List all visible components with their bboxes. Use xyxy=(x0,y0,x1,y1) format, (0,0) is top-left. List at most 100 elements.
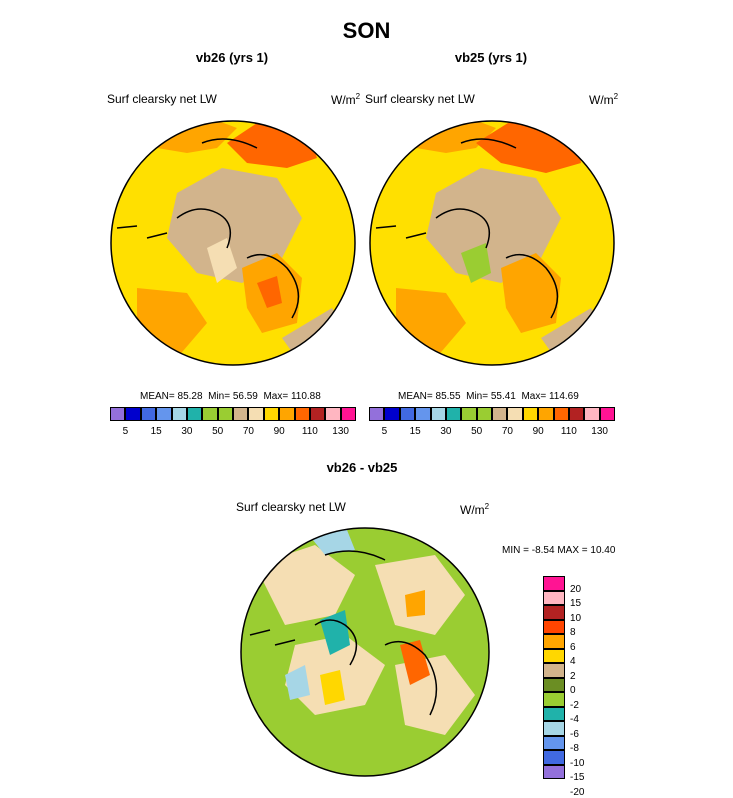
stats-vb25: MEAN= 85.55 Min= 55.41 Max= 114.69 xyxy=(398,391,579,402)
map-diff-region-yellow xyxy=(320,670,345,705)
colorbar-swatch xyxy=(156,407,172,421)
colorbar-tick-label: 20 xyxy=(570,583,582,595)
colorbar-swatch xyxy=(543,677,565,692)
colorbar-swatch xyxy=(325,407,341,421)
colorbar-tick-label: 15 xyxy=(409,426,421,437)
colorbar-tick-label: 130 xyxy=(332,426,349,437)
colorbar-swatch xyxy=(279,407,295,421)
colorbar-swatch xyxy=(340,407,356,421)
map-vb25-boundary xyxy=(369,120,615,366)
colorbar-tick-label: 4 xyxy=(570,656,576,667)
colorbar-tick-label: 70 xyxy=(242,426,254,437)
colorbar-swatch xyxy=(171,407,187,421)
colorbar-swatch xyxy=(553,407,569,421)
units-vb26: W/m2 xyxy=(331,92,361,107)
stats-diff: MIN = -8.54 MAX = 10.40 xyxy=(502,545,616,556)
colorbar-tick-label: -6 xyxy=(570,728,579,740)
colorbar-swatch xyxy=(584,407,600,421)
colorbar-tick-label: 5 xyxy=(122,426,129,437)
colorbar-swatch xyxy=(507,407,523,421)
colorbar-tick-label: -20 xyxy=(570,786,585,798)
colorbar-tick-label: 6 xyxy=(570,641,576,653)
colorbar-tick-label: 30 xyxy=(181,426,193,437)
colorbar-tick-label: 90 xyxy=(532,426,544,437)
variable-label-diff: Surf clearsky net LW xyxy=(236,500,346,514)
colorbar-swatch xyxy=(543,706,565,721)
colorbar-swatch xyxy=(110,407,126,421)
map-diff-region-red xyxy=(400,640,430,685)
colorbar-vb25: 5 15 30 50 70 90 110 130 xyxy=(369,407,615,437)
colorbar-swatch xyxy=(543,721,565,736)
colorbar-tick-label: -8 xyxy=(570,743,579,754)
colorbar-tick-label: 15 xyxy=(150,426,162,437)
map-vb25-coastlines xyxy=(375,138,559,319)
colorbar-swatch xyxy=(543,576,565,591)
map-vb25 xyxy=(369,120,615,366)
colorbar-swatch xyxy=(599,407,615,421)
colorbar-tick-label: 110 xyxy=(560,426,577,437)
map-vb25-region-orange-2 xyxy=(501,253,561,333)
colorbar-vb26: 5 15 30 50 70 90 110 130 xyxy=(110,407,356,437)
colorbar-tick-label: -15 xyxy=(570,772,585,783)
colorbar-swatch xyxy=(543,605,565,620)
colorbar-tick-label: 130 xyxy=(591,426,608,437)
map-vb26-region-red-2 xyxy=(257,276,282,308)
colorbar-tick-label: 2 xyxy=(570,670,576,682)
map-diff-coastlines xyxy=(249,550,438,716)
colorbar-tick-label: 110 xyxy=(301,426,318,437)
colorbar-swatch xyxy=(476,407,492,421)
colorbar-swatch xyxy=(186,407,203,421)
map-vb25-region-green xyxy=(461,243,491,283)
colorbar-swatch xyxy=(461,407,477,421)
colorbar-tick-label: 90 xyxy=(273,426,285,437)
panel-title-vb25: vb25 (yrs 1) xyxy=(454,50,528,65)
colorbar-tick-label: -2 xyxy=(570,699,579,711)
colorbar-swatch xyxy=(294,407,310,421)
panel-title-diff: vb26 - vb25 xyxy=(326,460,398,475)
colorbar-swatch xyxy=(369,407,385,421)
variable-label-vb26: Surf clearsky net LW xyxy=(107,92,217,106)
colorbar-tick-label: 10 xyxy=(570,612,582,624)
colorbar-tick-label: -4 xyxy=(570,714,579,725)
colorbar-swatch xyxy=(538,407,554,421)
colorbar-swatch xyxy=(140,407,157,421)
colorbar-swatch xyxy=(384,407,400,421)
colorbar-tick-label: 0 xyxy=(570,685,576,696)
figure-title: SON xyxy=(342,18,391,43)
colorbar-tick-label: 50 xyxy=(212,426,224,437)
units-vb25: W/m2 xyxy=(589,92,619,107)
colorbar-swatch xyxy=(248,407,264,421)
map-diff-region-lightblue-2 xyxy=(285,665,310,700)
map-vb25-region-tan xyxy=(426,168,561,283)
colorbar-swatch xyxy=(543,692,565,707)
colorbar-swatch xyxy=(430,407,446,421)
map-vb26-region-wheat xyxy=(207,238,237,283)
map-diff-region-orange xyxy=(405,590,425,617)
map-vb26 xyxy=(110,120,356,366)
colorbar-swatch xyxy=(263,407,280,421)
colorbar-swatch xyxy=(217,407,233,421)
map-diff-region-teal xyxy=(320,610,350,655)
colorbar-tick-label: 5 xyxy=(381,426,388,437)
variable-label-vb25: Surf clearsky net LW xyxy=(365,92,475,106)
units-diff: W/m2 xyxy=(460,502,490,517)
colorbar-swatch xyxy=(415,407,431,421)
colorbar-swatch xyxy=(543,619,565,634)
colorbar-swatch xyxy=(543,648,565,663)
map-diff xyxy=(240,527,490,777)
map-diff-boundary xyxy=(240,527,490,777)
colorbar-swatch xyxy=(399,407,416,421)
map-vb26-region-tan xyxy=(167,168,302,283)
colorbar-swatch xyxy=(309,407,326,421)
colorbar-tick-label: -10 xyxy=(570,757,585,769)
map-vb26-boundary xyxy=(110,120,356,366)
colorbar-swatch xyxy=(543,590,565,605)
colorbar-tick-label: 8 xyxy=(570,627,576,638)
colorbar-swatch xyxy=(543,735,565,750)
colorbar-swatch xyxy=(522,407,539,421)
map-diff-region-wheat xyxy=(255,545,355,625)
colorbar-swatch xyxy=(492,407,508,421)
colorbar-swatch xyxy=(543,764,565,779)
colorbar-swatch xyxy=(233,407,249,421)
colorbar-swatch xyxy=(445,407,462,421)
